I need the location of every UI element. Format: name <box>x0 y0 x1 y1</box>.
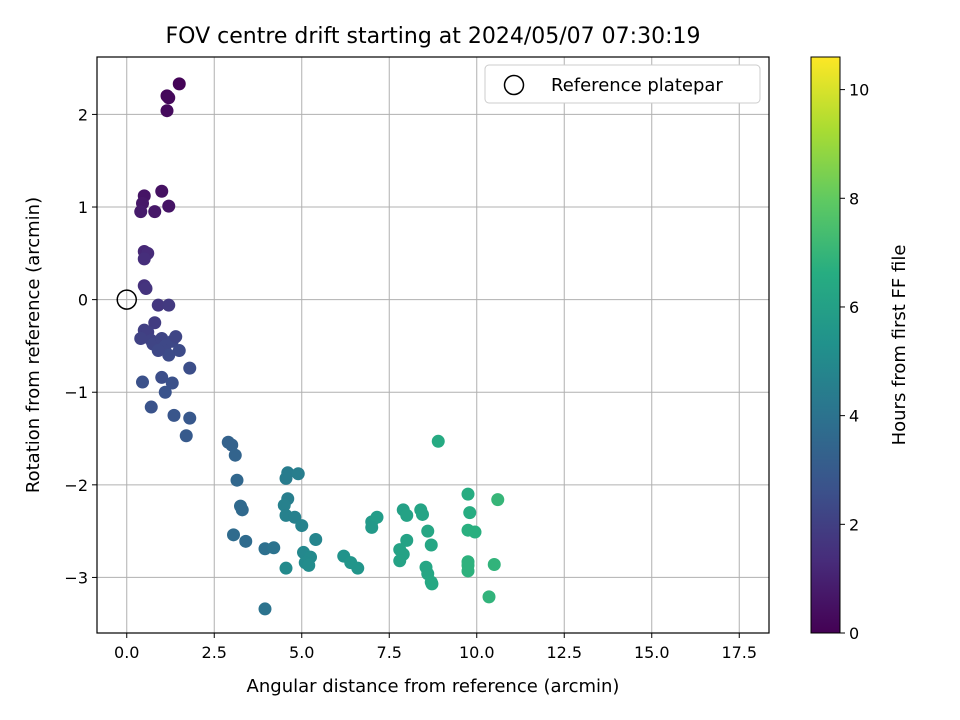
data-point <box>151 344 165 358</box>
data-point <box>279 561 293 575</box>
data-point <box>167 408 181 422</box>
data-point <box>482 590 496 604</box>
x-axis-label: Angular distance from reference (arcmin) <box>247 676 620 697</box>
data-point <box>134 332 148 346</box>
y-tick-label: 0 <box>78 291 88 310</box>
data-point <box>162 348 176 362</box>
y-tick-label: −1 <box>64 383 88 402</box>
data-point <box>295 519 309 533</box>
colorbar-ticks: 0 2 4 6 8 10 <box>840 81 869 643</box>
data-point <box>155 370 169 384</box>
x-tick-label: 17.5 <box>721 643 757 662</box>
y-tick-label: −2 <box>64 476 88 495</box>
data-point <box>230 473 244 487</box>
legend: Reference platepar <box>484 64 761 104</box>
data-point <box>239 534 253 548</box>
x-tick-label: 0.0 <box>114 643 139 662</box>
x-tick-label: 2.5 <box>202 643 227 662</box>
data-point <box>424 538 438 552</box>
x-axis-ticks: 0.0 2.5 5.0 7.5 10.0 12.5 15.0 17.5 <box>114 633 757 662</box>
data-point <box>148 316 162 330</box>
data-point <box>463 506 477 520</box>
data-point <box>137 252 151 266</box>
data-point <box>468 525 482 539</box>
plot-frame <box>96 56 770 634</box>
data-point <box>279 471 293 485</box>
data-point <box>151 298 165 312</box>
legend-marker-icon <box>503 74 525 96</box>
colorbar-tick-label: 0 <box>849 624 859 643</box>
legend-entry-label: Reference platepar <box>551 75 723 96</box>
y-tick-label: 2 <box>78 105 88 124</box>
data-point <box>235 503 249 517</box>
data-point <box>144 400 158 414</box>
data-point <box>162 91 176 105</box>
data-points <box>134 77 505 616</box>
data-point <box>400 533 414 547</box>
reference-marker-group <box>116 289 137 310</box>
colorbar-tick-label: 4 <box>849 407 859 426</box>
data-point <box>172 77 186 91</box>
data-point <box>425 577 439 591</box>
data-point <box>461 487 475 501</box>
colorbar-label: Hours from first FF file <box>889 245 910 446</box>
reference-point-marker <box>116 289 137 310</box>
colorbar: 0 2 4 6 8 10 Hours from first FF file <box>810 56 910 643</box>
data-point <box>162 199 176 213</box>
data-point <box>365 520 379 534</box>
y-tick-label: 1 <box>78 198 88 217</box>
data-point <box>258 602 272 616</box>
data-point <box>302 558 316 572</box>
x-tick-label: 7.5 <box>377 643 402 662</box>
data-point <box>172 344 186 358</box>
data-point <box>267 541 281 555</box>
data-point <box>487 557 501 571</box>
legend-box <box>484 64 761 104</box>
colorbar-gradient <box>810 56 841 634</box>
data-point <box>139 282 153 296</box>
data-point <box>277 498 291 512</box>
data-point <box>160 104 174 118</box>
data-point <box>148 205 162 219</box>
data-point <box>393 554 407 568</box>
data-point <box>416 507 429 521</box>
data-point <box>134 205 148 219</box>
colorbar-tick-label: 2 <box>849 515 859 534</box>
data-point <box>400 508 414 522</box>
data-point <box>158 385 172 399</box>
data-point <box>165 376 179 390</box>
y-axis-ticks: 2 1 0 −1 −2 −3 <box>64 105 97 587</box>
data-point <box>155 184 169 198</box>
colorbar-tick-label: 10 <box>849 81 869 100</box>
colorbar-tick-label: 8 <box>849 189 859 208</box>
data-point <box>183 361 197 375</box>
y-axis-label: Rotation from reference (arcmin) <box>23 197 44 493</box>
data-point <box>183 411 197 425</box>
data-point <box>162 298 176 312</box>
x-tick-label: 15.0 <box>634 643 670 662</box>
data-point <box>431 434 445 448</box>
data-point <box>291 467 305 481</box>
data-point <box>461 564 475 578</box>
data-point <box>136 375 149 389</box>
data-point <box>179 429 193 443</box>
x-tick-label: 5.0 <box>289 643 314 662</box>
colorbar-tick-label: 6 <box>849 298 859 317</box>
data-point <box>491 493 505 507</box>
data-point <box>227 528 240 542</box>
data-point <box>228 448 242 462</box>
data-point <box>421 524 435 538</box>
y-tick-label: −3 <box>64 568 88 587</box>
data-point <box>169 330 183 344</box>
x-tick-label: 10.0 <box>459 643 495 662</box>
data-point <box>309 532 323 546</box>
data-point <box>351 561 365 575</box>
data-point <box>225 438 239 452</box>
chart-title: FOV centre drift starting at 2024/05/07 … <box>166 24 701 49</box>
data-point <box>370 510 384 524</box>
x-tick-label: 12.5 <box>546 643 582 662</box>
